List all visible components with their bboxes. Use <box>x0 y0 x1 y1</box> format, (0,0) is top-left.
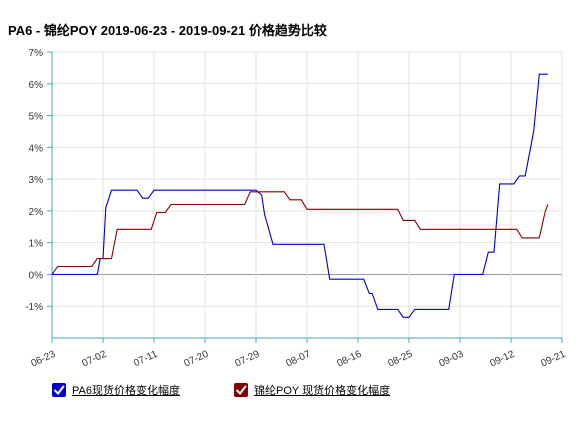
legend-item-pa6[interactable]: PA6现货价格变化幅度 <box>52 382 180 398</box>
legend-label-pa6: PA6现货价格变化幅度 <box>72 385 180 397</box>
grid <box>51 51 563 339</box>
x-tick-label: 08-25 <box>386 349 414 370</box>
y-tick-label: 7% <box>29 48 44 59</box>
y-tick-label: 0% <box>29 270 44 281</box>
axes <box>47 51 563 343</box>
x-tick-label: 09-12 <box>488 349 516 370</box>
y-tick-label: 4% <box>29 143 44 154</box>
x-tick-labels: 06-23 07-02 07-11 07-20 07-29 08-07 08-16 08-25… <box>29 349 567 370</box>
x-tick-label: 07-20 <box>182 349 210 370</box>
x-tick-label: 08-16 <box>335 349 363 370</box>
y-tick-label: 2% <box>29 207 44 218</box>
legend-checkbox-poy[interactable] <box>234 383 248 397</box>
x-tick-label: 09-03 <box>437 349 465 370</box>
series-line-0 <box>52 73 548 318</box>
checkmark-icon <box>52 383 66 397</box>
chart-title: PA6 - 锦纶POY 2019-06-23 - 2019-09-21 价格趋势… <box>8 23 327 38</box>
x-tick-label: 06-23 <box>29 349 57 370</box>
series-line-1 <box>51 191 549 275</box>
legend-checkbox-pa6[interactable] <box>52 383 66 397</box>
legend-item-poy[interactable]: 锦纶POY 现货价格变化幅度 <box>234 382 390 398</box>
y-tick-label: -1% <box>25 302 43 313</box>
legend-label-poy: 锦纶POY 现货价格变化幅度 <box>254 385 391 397</box>
y-tick-label: 6% <box>29 80 44 91</box>
x-tick-label: 09-21 <box>539 349 567 370</box>
x-tick-label: 07-29 <box>233 349 261 370</box>
y-tick-label: 1% <box>29 239 44 250</box>
x-tick-label: 08-07 <box>284 349 312 370</box>
series-layer <box>51 73 549 318</box>
y-tick-labels: -1% 0% 1% 2% 3% 4% 5% 6% 7% <box>25 48 43 313</box>
x-tick-label: 07-02 <box>80 349 108 370</box>
y-tick-label: 3% <box>29 175 44 186</box>
checkmark-icon <box>234 383 248 397</box>
y-tick-label: 5% <box>29 112 44 123</box>
x-tick-label: 07-11 <box>132 349 160 370</box>
